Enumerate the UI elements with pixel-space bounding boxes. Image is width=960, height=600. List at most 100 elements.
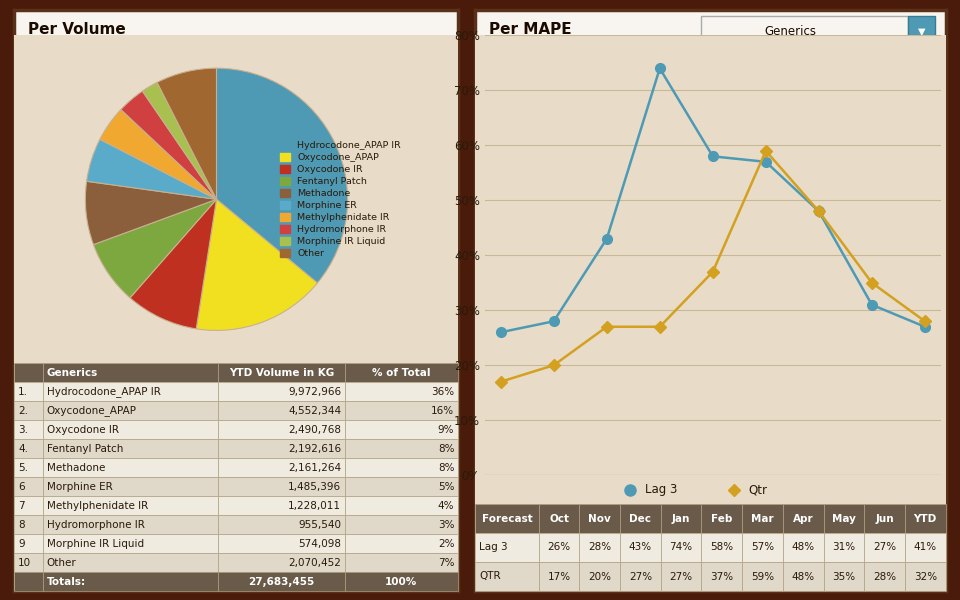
Text: 100%: 100% xyxy=(385,577,418,587)
Text: QTR: QTR xyxy=(479,571,500,581)
Bar xyxy=(475,562,539,591)
Text: 9: 9 xyxy=(18,539,25,548)
Text: 28%: 28% xyxy=(588,542,612,553)
Text: 27%: 27% xyxy=(669,571,693,581)
Bar xyxy=(864,562,905,591)
Bar xyxy=(742,533,782,562)
Bar xyxy=(219,553,345,572)
Text: Fentanyl Patch: Fentanyl Patch xyxy=(47,443,123,454)
Text: YTD Volume in KG: YTD Volume in KG xyxy=(229,368,334,377)
Text: 5.: 5. xyxy=(18,463,28,473)
Wedge shape xyxy=(93,199,217,298)
Text: 41%: 41% xyxy=(914,542,937,553)
Text: Per MAPE: Per MAPE xyxy=(490,22,572,37)
Legend: Hydrocodone_APAP IR, Oxycodone_APAP, Oxycodone IR, Fentanyl Patch, Methadone, Mo: Hydrocodone_APAP IR, Oxycodone_APAP, Oxy… xyxy=(280,140,401,258)
Bar xyxy=(14,420,43,439)
Text: 8: 8 xyxy=(18,520,25,530)
Text: 35%: 35% xyxy=(832,571,855,581)
Bar xyxy=(219,534,345,553)
Bar xyxy=(580,504,620,533)
Bar xyxy=(14,477,43,496)
Text: 1.: 1. xyxy=(18,386,28,397)
Text: 3.: 3. xyxy=(18,425,28,434)
Text: Per Volume: Per Volume xyxy=(28,22,126,37)
Text: 2,490,768: 2,490,768 xyxy=(288,425,341,434)
Text: 6: 6 xyxy=(18,482,25,491)
Text: Morphine ER: Morphine ER xyxy=(47,482,112,491)
Bar xyxy=(14,363,43,382)
Bar xyxy=(580,562,620,591)
Bar xyxy=(14,401,43,420)
Text: Dec: Dec xyxy=(630,514,652,523)
Text: 2,070,452: 2,070,452 xyxy=(288,557,341,568)
Text: Mar: Mar xyxy=(751,514,774,523)
Bar xyxy=(701,16,908,48)
Text: ▼: ▼ xyxy=(918,27,925,37)
Text: Forecast: Forecast xyxy=(482,514,533,523)
Bar xyxy=(620,562,660,591)
Wedge shape xyxy=(142,82,217,199)
Text: YTD: YTD xyxy=(914,514,937,523)
Bar xyxy=(14,439,43,458)
Bar xyxy=(345,572,458,591)
Bar xyxy=(782,504,824,533)
Wedge shape xyxy=(130,199,217,329)
Text: Totals:: Totals: xyxy=(47,577,85,587)
Bar xyxy=(864,504,905,533)
Wedge shape xyxy=(196,199,318,331)
Bar xyxy=(345,401,458,420)
Text: Apr: Apr xyxy=(793,514,813,523)
Bar xyxy=(14,515,43,534)
Bar xyxy=(475,533,539,562)
Bar xyxy=(620,533,660,562)
Text: 574,098: 574,098 xyxy=(299,539,341,548)
Bar xyxy=(742,504,782,533)
Text: 8%: 8% xyxy=(438,443,454,454)
Text: % of Total: % of Total xyxy=(372,368,431,377)
Text: Nov: Nov xyxy=(588,514,612,523)
Bar xyxy=(539,562,580,591)
Text: Oxycodone IR: Oxycodone IR xyxy=(47,425,119,434)
Bar xyxy=(905,562,946,591)
Bar xyxy=(219,382,345,401)
Bar xyxy=(43,401,219,420)
Text: 1,228,011: 1,228,011 xyxy=(288,500,341,511)
Wedge shape xyxy=(217,68,348,283)
Text: May: May xyxy=(832,514,855,523)
Bar xyxy=(660,504,702,533)
Bar xyxy=(908,16,935,48)
Text: 1,485,396: 1,485,396 xyxy=(288,482,341,491)
Text: Methadone: Methadone xyxy=(47,463,106,473)
Text: 58%: 58% xyxy=(710,542,733,553)
Text: 5%: 5% xyxy=(438,482,454,491)
Bar xyxy=(345,458,458,477)
Text: 28%: 28% xyxy=(873,571,896,581)
Bar xyxy=(580,533,620,562)
Bar xyxy=(43,553,219,572)
Bar xyxy=(14,382,43,401)
Text: 27%: 27% xyxy=(873,542,896,553)
Bar xyxy=(782,533,824,562)
Bar xyxy=(14,496,43,515)
Bar xyxy=(702,533,742,562)
Bar xyxy=(702,562,742,591)
Bar xyxy=(824,562,864,591)
Bar xyxy=(864,533,905,562)
Bar xyxy=(345,477,458,496)
Text: Generics: Generics xyxy=(764,25,816,38)
Text: Qtr: Qtr xyxy=(748,483,767,496)
Bar xyxy=(43,496,219,515)
Bar xyxy=(824,533,864,562)
Text: 26%: 26% xyxy=(547,542,570,553)
Bar xyxy=(219,439,345,458)
Bar xyxy=(620,504,660,533)
Text: 2%: 2% xyxy=(438,539,454,548)
Bar xyxy=(345,420,458,439)
Text: 17%: 17% xyxy=(547,571,570,581)
Text: 20%: 20% xyxy=(588,571,612,581)
Wedge shape xyxy=(157,68,217,199)
Bar xyxy=(660,533,702,562)
Text: 27,683,455: 27,683,455 xyxy=(249,577,315,587)
Text: 59%: 59% xyxy=(751,571,774,581)
Bar xyxy=(824,504,864,533)
